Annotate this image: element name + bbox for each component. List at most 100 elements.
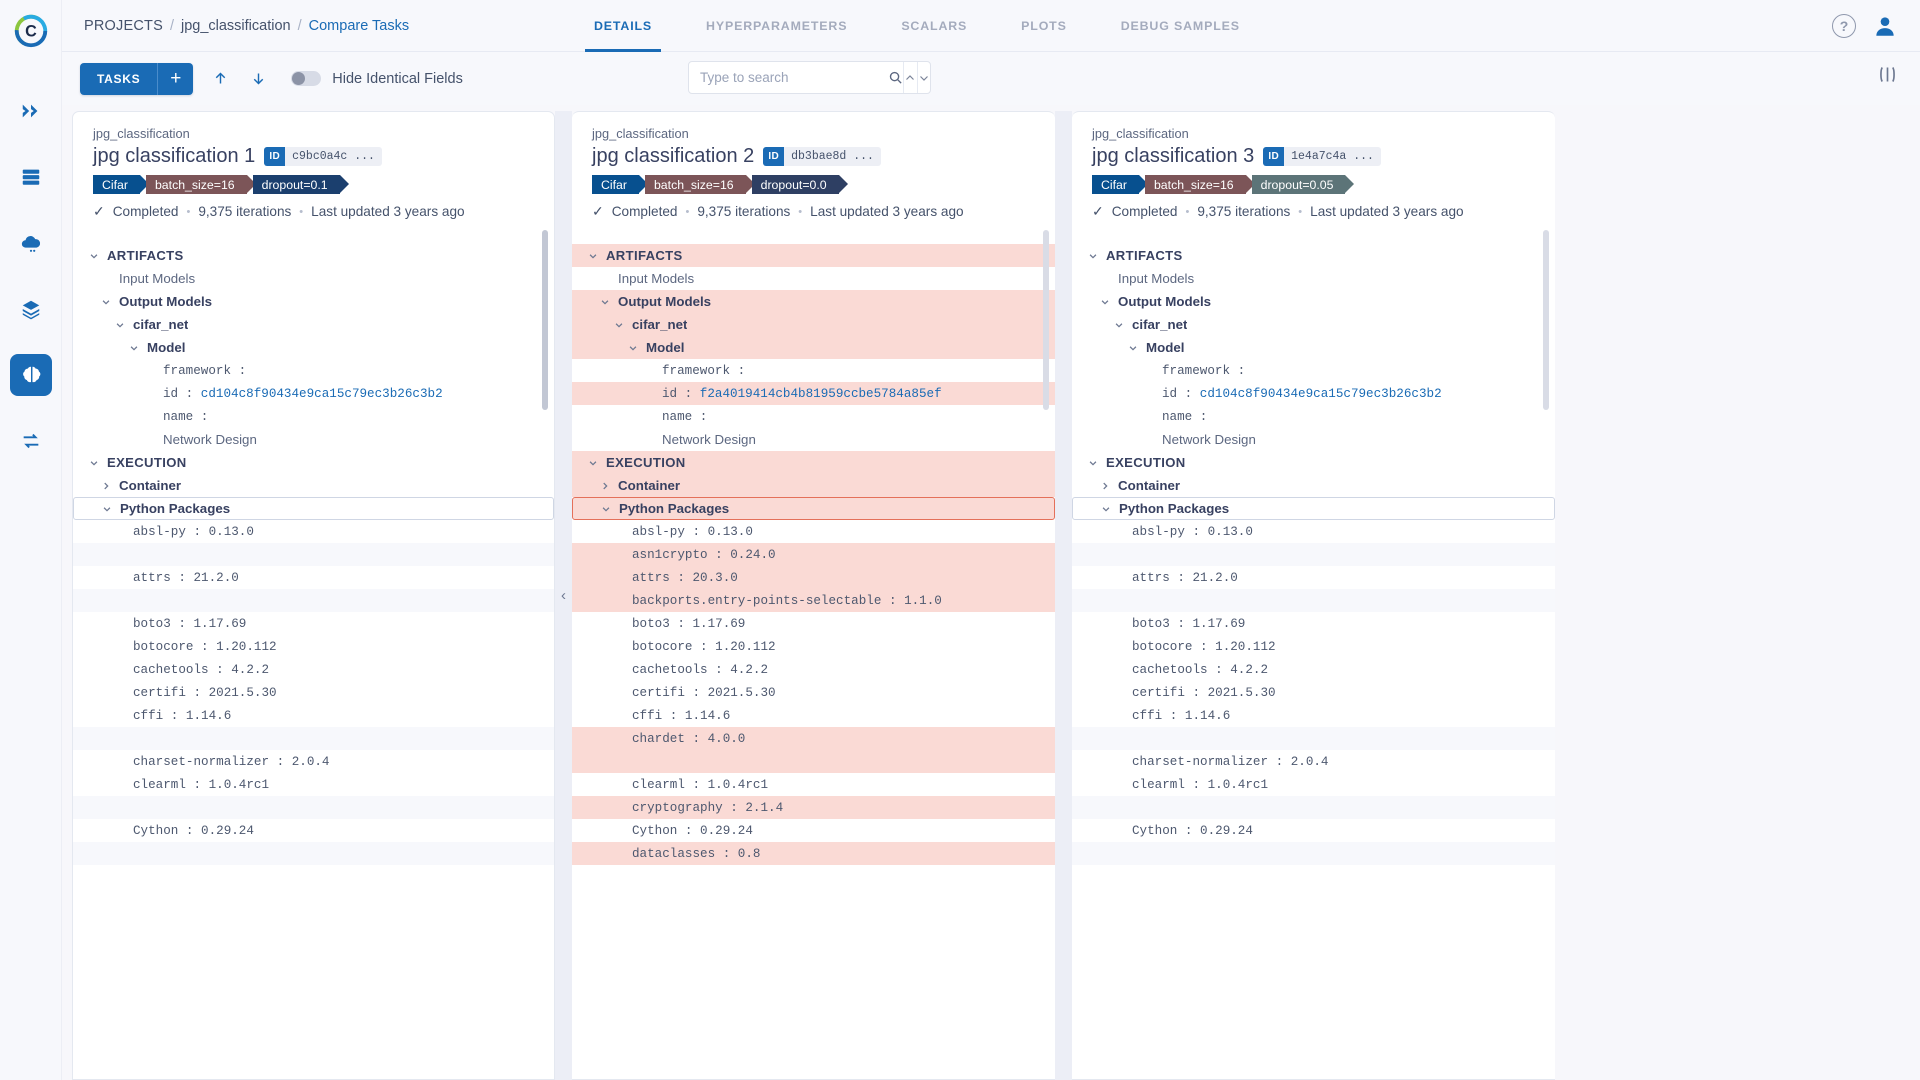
tree-blank-row [1072,842,1555,865]
tree-node[interactable]: Container [1072,474,1555,497]
task-tag[interactable]: Cifar [93,175,149,194]
scroll-up-button[interactable] [203,62,237,96]
task-id-chip[interactable]: ID db3bae8d ... [763,147,881,166]
tree-node[interactable]: Model [1072,336,1555,359]
task-id-chip[interactable]: ID c9bc0a4c ... [264,147,382,166]
breadcrumb-current[interactable]: Compare Tasks [308,17,410,34]
chevron-down-icon[interactable] [586,251,600,261]
tree-row-label: Cython : 0.29.24 [632,823,753,838]
tree-node[interactable]: Python Packages [1072,497,1555,520]
model-id-link[interactable]: f2a4019414cb4b81959ccbe5784a85ef [699,386,942,401]
chevron-down-icon[interactable] [87,458,101,468]
tree-node[interactable]: Output Models [1072,290,1555,313]
column-scrollbar-2[interactable] [1043,230,1049,410]
collapse-left-icon[interactable]: ‹ [561,587,566,604]
chevron-down-icon[interactable] [1098,297,1112,307]
task-tag[interactable]: Cifar [592,175,648,194]
search-icon[interactable] [888,70,903,85]
sidebar-item-datasets[interactable] [10,156,52,198]
sidebar-item-models[interactable] [9,354,52,396]
tree-section-header[interactable]: EXECUTION [1072,451,1555,474]
tree-row: certifi : 2021.5.30 [572,681,1055,704]
model-id-link[interactable]: cd104c8f90434e9ca15c79ec3b26c3b2 [1199,386,1442,401]
task-tag[interactable]: dropout=0.0 [751,175,848,194]
tree-node[interactable]: Output Models [572,290,1055,313]
tree-row-label: certifi : 2021.5.30 [1132,685,1276,700]
separator-dot-2: • [798,205,803,218]
tree-row-label: framework : [163,363,247,378]
column-scrollbar-1[interactable] [542,230,548,410]
tab-scalars[interactable]: SCALARS [901,19,968,33]
tree-row-label: botocore : 1.20.112 [1132,639,1276,654]
chevron-down-icon[interactable] [127,343,141,353]
help-icon[interactable]: ? [1832,14,1856,38]
task-tag[interactable]: Cifar [1092,175,1148,194]
chevron-down-icon[interactable] [626,343,640,353]
hide-identical-fields-toggle[interactable]: Hide Identical Fields [291,71,463,87]
tasks-button[interactable]: TASKS [80,62,158,95]
tree-row: name : [572,405,1055,428]
clearml-logo-icon[interactable]: C [0,0,62,62]
tree-node[interactable]: Output Models [73,290,554,313]
tree-node[interactable]: cifar_net [1072,313,1555,336]
chevron-down-icon[interactable] [1112,320,1126,330]
tree-node[interactable]: Python Packages [572,497,1055,520]
tree-node[interactable]: cifar_net [572,313,1055,336]
chevron-down-icon[interactable] [99,297,113,307]
sidebar-item-stack[interactable] [10,288,52,330]
chevron-down-icon[interactable] [1099,504,1113,514]
tab-details[interactable]: DETAILS [567,0,679,52]
chevron-down-icon[interactable] [113,320,127,330]
chevron-down-icon[interactable] [1126,343,1140,353]
tree-section-header[interactable]: ARTIFACTS [1072,244,1555,267]
task-tag[interactable]: dropout=0.05 [1251,175,1355,194]
tab-plots[interactable]: PLOTS [1021,19,1067,33]
chevron-down-icon[interactable] [586,458,600,468]
chevron-right-icon[interactable] [1098,481,1112,491]
tree-section-header[interactable]: EXECUTION [73,451,554,474]
tree-blank-row [73,727,554,750]
column-scrollbar-3[interactable] [1543,230,1549,410]
compare-view-icon[interactable] [1877,64,1898,90]
breadcrumb-projects[interactable]: PROJECTS [84,17,163,34]
scroll-down-button[interactable] [241,62,275,96]
chevron-down-icon[interactable] [1086,458,1100,468]
task-tag[interactable]: batch_size=16 [145,175,256,194]
tree-section-header[interactable]: EXECUTION [572,451,1055,474]
sidebar-item-pipelines[interactable] [10,90,52,132]
tree-node[interactable]: Model [73,336,554,359]
chevron-down-icon[interactable] [87,251,101,261]
tab-debug-samples[interactable]: DEBUG SAMPLES [1120,19,1240,33]
task-id-chip[interactable]: ID 1e4a7c4a ... [1263,147,1381,166]
user-avatar-icon[interactable] [1872,13,1898,39]
tree-row: cffi : 1.14.6 [1072,704,1555,727]
tree-node[interactable]: Model [572,336,1055,359]
chevron-right-icon[interactable] [99,481,113,491]
tree-node[interactable]: Python Packages [73,497,554,520]
tree-node[interactable]: Container [572,474,1055,497]
chevron-down-icon[interactable] [612,320,626,330]
chevron-down-icon[interactable] [100,504,114,514]
tree-section-header[interactable]: ARTIFACTS [73,244,554,267]
tab-hyperparameters[interactable]: HYPERPARAMETERS [706,19,848,33]
sidebar-item-compare[interactable] [10,420,52,462]
search-next-button[interactable] [916,62,931,93]
model-id-link[interactable]: cd104c8f90434e9ca15c79ec3b26c3b2 [200,386,443,401]
tree-node[interactable]: cifar_net [73,313,554,336]
tree-section-header[interactable]: ARTIFACTS [572,244,1055,267]
search-prev-button[interactable] [903,62,917,93]
tree-node[interactable]: Container [73,474,554,497]
task-tag[interactable]: batch_size=16 [1144,175,1255,194]
task-tag[interactable]: dropout=0.1 [252,175,349,194]
chevron-down-icon[interactable] [599,504,613,514]
search-input[interactable] [689,70,888,85]
chevron-down-icon[interactable] [598,297,612,307]
task-tag[interactable]: batch_size=16 [644,175,755,194]
add-task-button[interactable]: + [157,62,194,95]
tree-row-label: EXECUTION [606,455,686,470]
tree-row-label: Python Packages [1119,501,1230,516]
breadcrumb-project[interactable]: jpg_classification [180,17,291,34]
sidebar-item-workers[interactable] [10,222,52,264]
chevron-down-icon[interactable] [1086,251,1100,261]
chevron-right-icon[interactable] [598,481,612,491]
